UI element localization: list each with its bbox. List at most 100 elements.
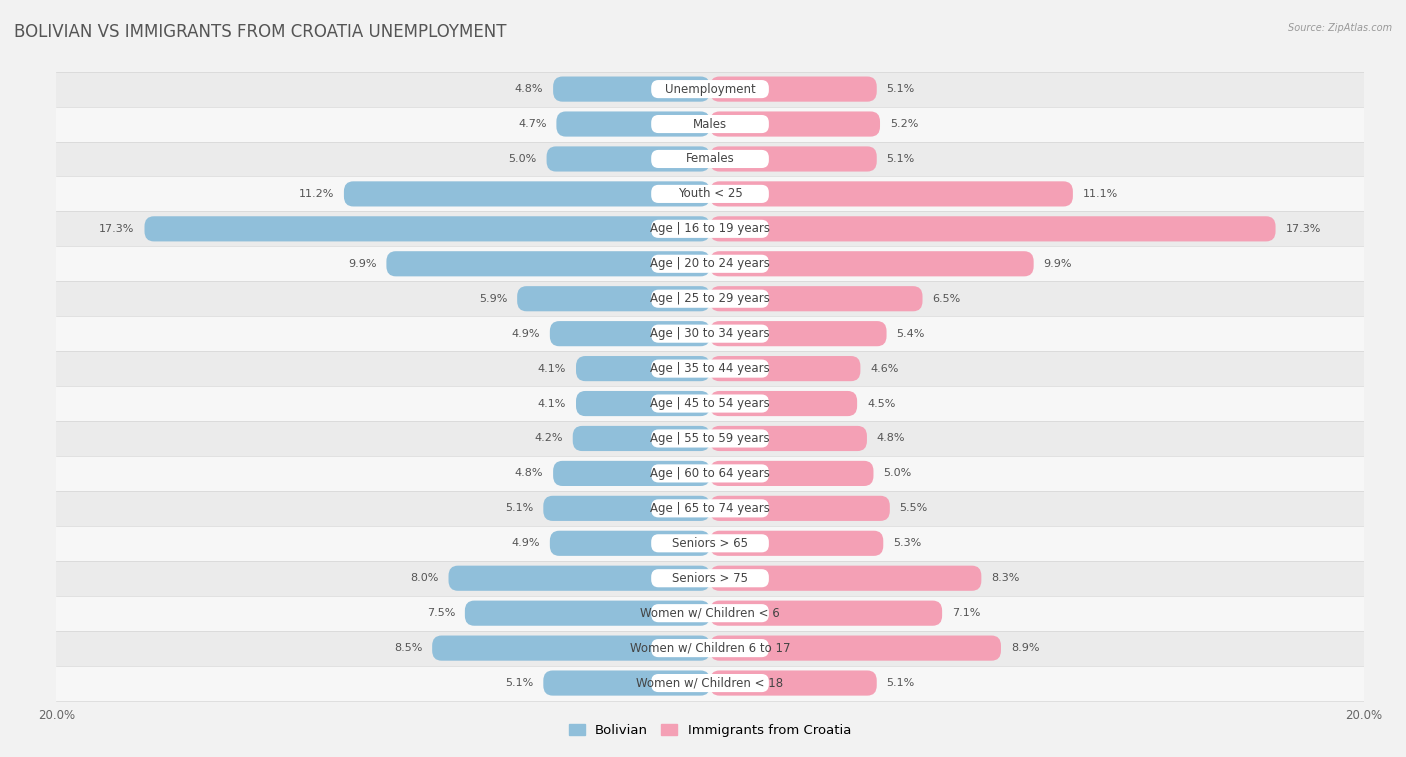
- Text: Unemployment: Unemployment: [665, 83, 755, 95]
- Text: 5.1%: 5.1%: [505, 503, 533, 513]
- FancyBboxPatch shape: [710, 600, 942, 626]
- FancyBboxPatch shape: [710, 356, 860, 382]
- Text: 4.2%: 4.2%: [534, 434, 562, 444]
- Text: 4.8%: 4.8%: [877, 434, 905, 444]
- FancyBboxPatch shape: [651, 429, 769, 447]
- Bar: [56, 282, 1364, 316]
- FancyBboxPatch shape: [651, 150, 769, 168]
- Text: 5.5%: 5.5%: [900, 503, 928, 513]
- Text: Females: Females: [686, 152, 734, 166]
- Text: Seniors > 75: Seniors > 75: [672, 572, 748, 584]
- Text: 5.0%: 5.0%: [883, 469, 911, 478]
- FancyBboxPatch shape: [651, 360, 769, 378]
- Text: 4.7%: 4.7%: [517, 119, 547, 129]
- FancyBboxPatch shape: [553, 461, 710, 486]
- FancyBboxPatch shape: [543, 496, 710, 521]
- Text: 5.2%: 5.2%: [890, 119, 918, 129]
- FancyBboxPatch shape: [651, 674, 769, 692]
- FancyBboxPatch shape: [710, 531, 883, 556]
- Text: Age | 65 to 74 years: Age | 65 to 74 years: [650, 502, 770, 515]
- FancyBboxPatch shape: [710, 671, 877, 696]
- FancyBboxPatch shape: [710, 636, 1001, 661]
- Text: 17.3%: 17.3%: [1285, 224, 1320, 234]
- Text: 5.1%: 5.1%: [887, 154, 915, 164]
- Text: 17.3%: 17.3%: [100, 224, 135, 234]
- Bar: [56, 561, 1364, 596]
- FancyBboxPatch shape: [651, 220, 769, 238]
- FancyBboxPatch shape: [651, 569, 769, 587]
- FancyBboxPatch shape: [517, 286, 710, 311]
- FancyBboxPatch shape: [449, 565, 710, 590]
- Bar: [56, 142, 1364, 176]
- Text: 11.1%: 11.1%: [1083, 189, 1118, 199]
- FancyBboxPatch shape: [651, 394, 769, 413]
- Text: 5.0%: 5.0%: [509, 154, 537, 164]
- FancyBboxPatch shape: [572, 426, 710, 451]
- Text: 8.9%: 8.9%: [1011, 643, 1039, 653]
- Text: 4.6%: 4.6%: [870, 363, 898, 374]
- FancyBboxPatch shape: [710, 182, 1073, 207]
- FancyBboxPatch shape: [710, 76, 877, 101]
- FancyBboxPatch shape: [651, 534, 769, 553]
- Text: 4.1%: 4.1%: [538, 363, 567, 374]
- FancyBboxPatch shape: [651, 115, 769, 133]
- Text: Source: ZipAtlas.com: Source: ZipAtlas.com: [1288, 23, 1392, 33]
- FancyBboxPatch shape: [576, 356, 710, 382]
- Text: Age | 30 to 34 years: Age | 30 to 34 years: [650, 327, 770, 340]
- Text: Males: Males: [693, 117, 727, 130]
- FancyBboxPatch shape: [710, 146, 877, 172]
- Text: 8.3%: 8.3%: [991, 573, 1019, 583]
- Text: 7.5%: 7.5%: [426, 608, 456, 618]
- FancyBboxPatch shape: [710, 286, 922, 311]
- FancyBboxPatch shape: [651, 290, 769, 308]
- Text: Age | 20 to 24 years: Age | 20 to 24 years: [650, 257, 770, 270]
- Text: Youth < 25: Youth < 25: [678, 188, 742, 201]
- Bar: [56, 526, 1364, 561]
- FancyBboxPatch shape: [710, 565, 981, 590]
- Text: 6.5%: 6.5%: [932, 294, 960, 304]
- Bar: [56, 107, 1364, 142]
- Bar: [56, 351, 1364, 386]
- Text: BOLIVIAN VS IMMIGRANTS FROM CROATIA UNEMPLOYMENT: BOLIVIAN VS IMMIGRANTS FROM CROATIA UNEM…: [14, 23, 506, 41]
- FancyBboxPatch shape: [710, 461, 873, 486]
- FancyBboxPatch shape: [550, 531, 710, 556]
- FancyBboxPatch shape: [344, 182, 710, 207]
- Text: Women w/ Children < 6: Women w/ Children < 6: [640, 606, 780, 620]
- FancyBboxPatch shape: [710, 321, 887, 346]
- FancyBboxPatch shape: [710, 391, 858, 416]
- FancyBboxPatch shape: [651, 254, 769, 273]
- FancyBboxPatch shape: [543, 671, 710, 696]
- Bar: [56, 176, 1364, 211]
- Text: 4.8%: 4.8%: [515, 469, 543, 478]
- FancyBboxPatch shape: [651, 80, 769, 98]
- FancyBboxPatch shape: [651, 639, 769, 657]
- FancyBboxPatch shape: [651, 185, 769, 203]
- Text: 11.2%: 11.2%: [298, 189, 335, 199]
- FancyBboxPatch shape: [553, 76, 710, 101]
- FancyBboxPatch shape: [432, 636, 710, 661]
- Text: Age | 16 to 19 years: Age | 16 to 19 years: [650, 223, 770, 235]
- Text: 8.5%: 8.5%: [394, 643, 422, 653]
- Text: 4.1%: 4.1%: [538, 398, 567, 409]
- Bar: [56, 421, 1364, 456]
- FancyBboxPatch shape: [145, 217, 710, 241]
- Text: 9.9%: 9.9%: [349, 259, 377, 269]
- Bar: [56, 246, 1364, 282]
- FancyBboxPatch shape: [651, 500, 769, 518]
- FancyBboxPatch shape: [651, 604, 769, 622]
- FancyBboxPatch shape: [465, 600, 710, 626]
- Text: 5.1%: 5.1%: [505, 678, 533, 688]
- FancyBboxPatch shape: [710, 496, 890, 521]
- Text: 9.9%: 9.9%: [1043, 259, 1071, 269]
- FancyBboxPatch shape: [651, 464, 769, 482]
- FancyBboxPatch shape: [710, 251, 1033, 276]
- FancyBboxPatch shape: [550, 321, 710, 346]
- Text: 5.1%: 5.1%: [887, 84, 915, 94]
- FancyBboxPatch shape: [651, 325, 769, 343]
- Bar: [56, 665, 1364, 700]
- Text: 5.4%: 5.4%: [897, 329, 925, 338]
- Text: Women w/ Children 6 to 17: Women w/ Children 6 to 17: [630, 642, 790, 655]
- Text: Age | 25 to 29 years: Age | 25 to 29 years: [650, 292, 770, 305]
- Text: Age | 45 to 54 years: Age | 45 to 54 years: [650, 397, 770, 410]
- Text: 8.0%: 8.0%: [411, 573, 439, 583]
